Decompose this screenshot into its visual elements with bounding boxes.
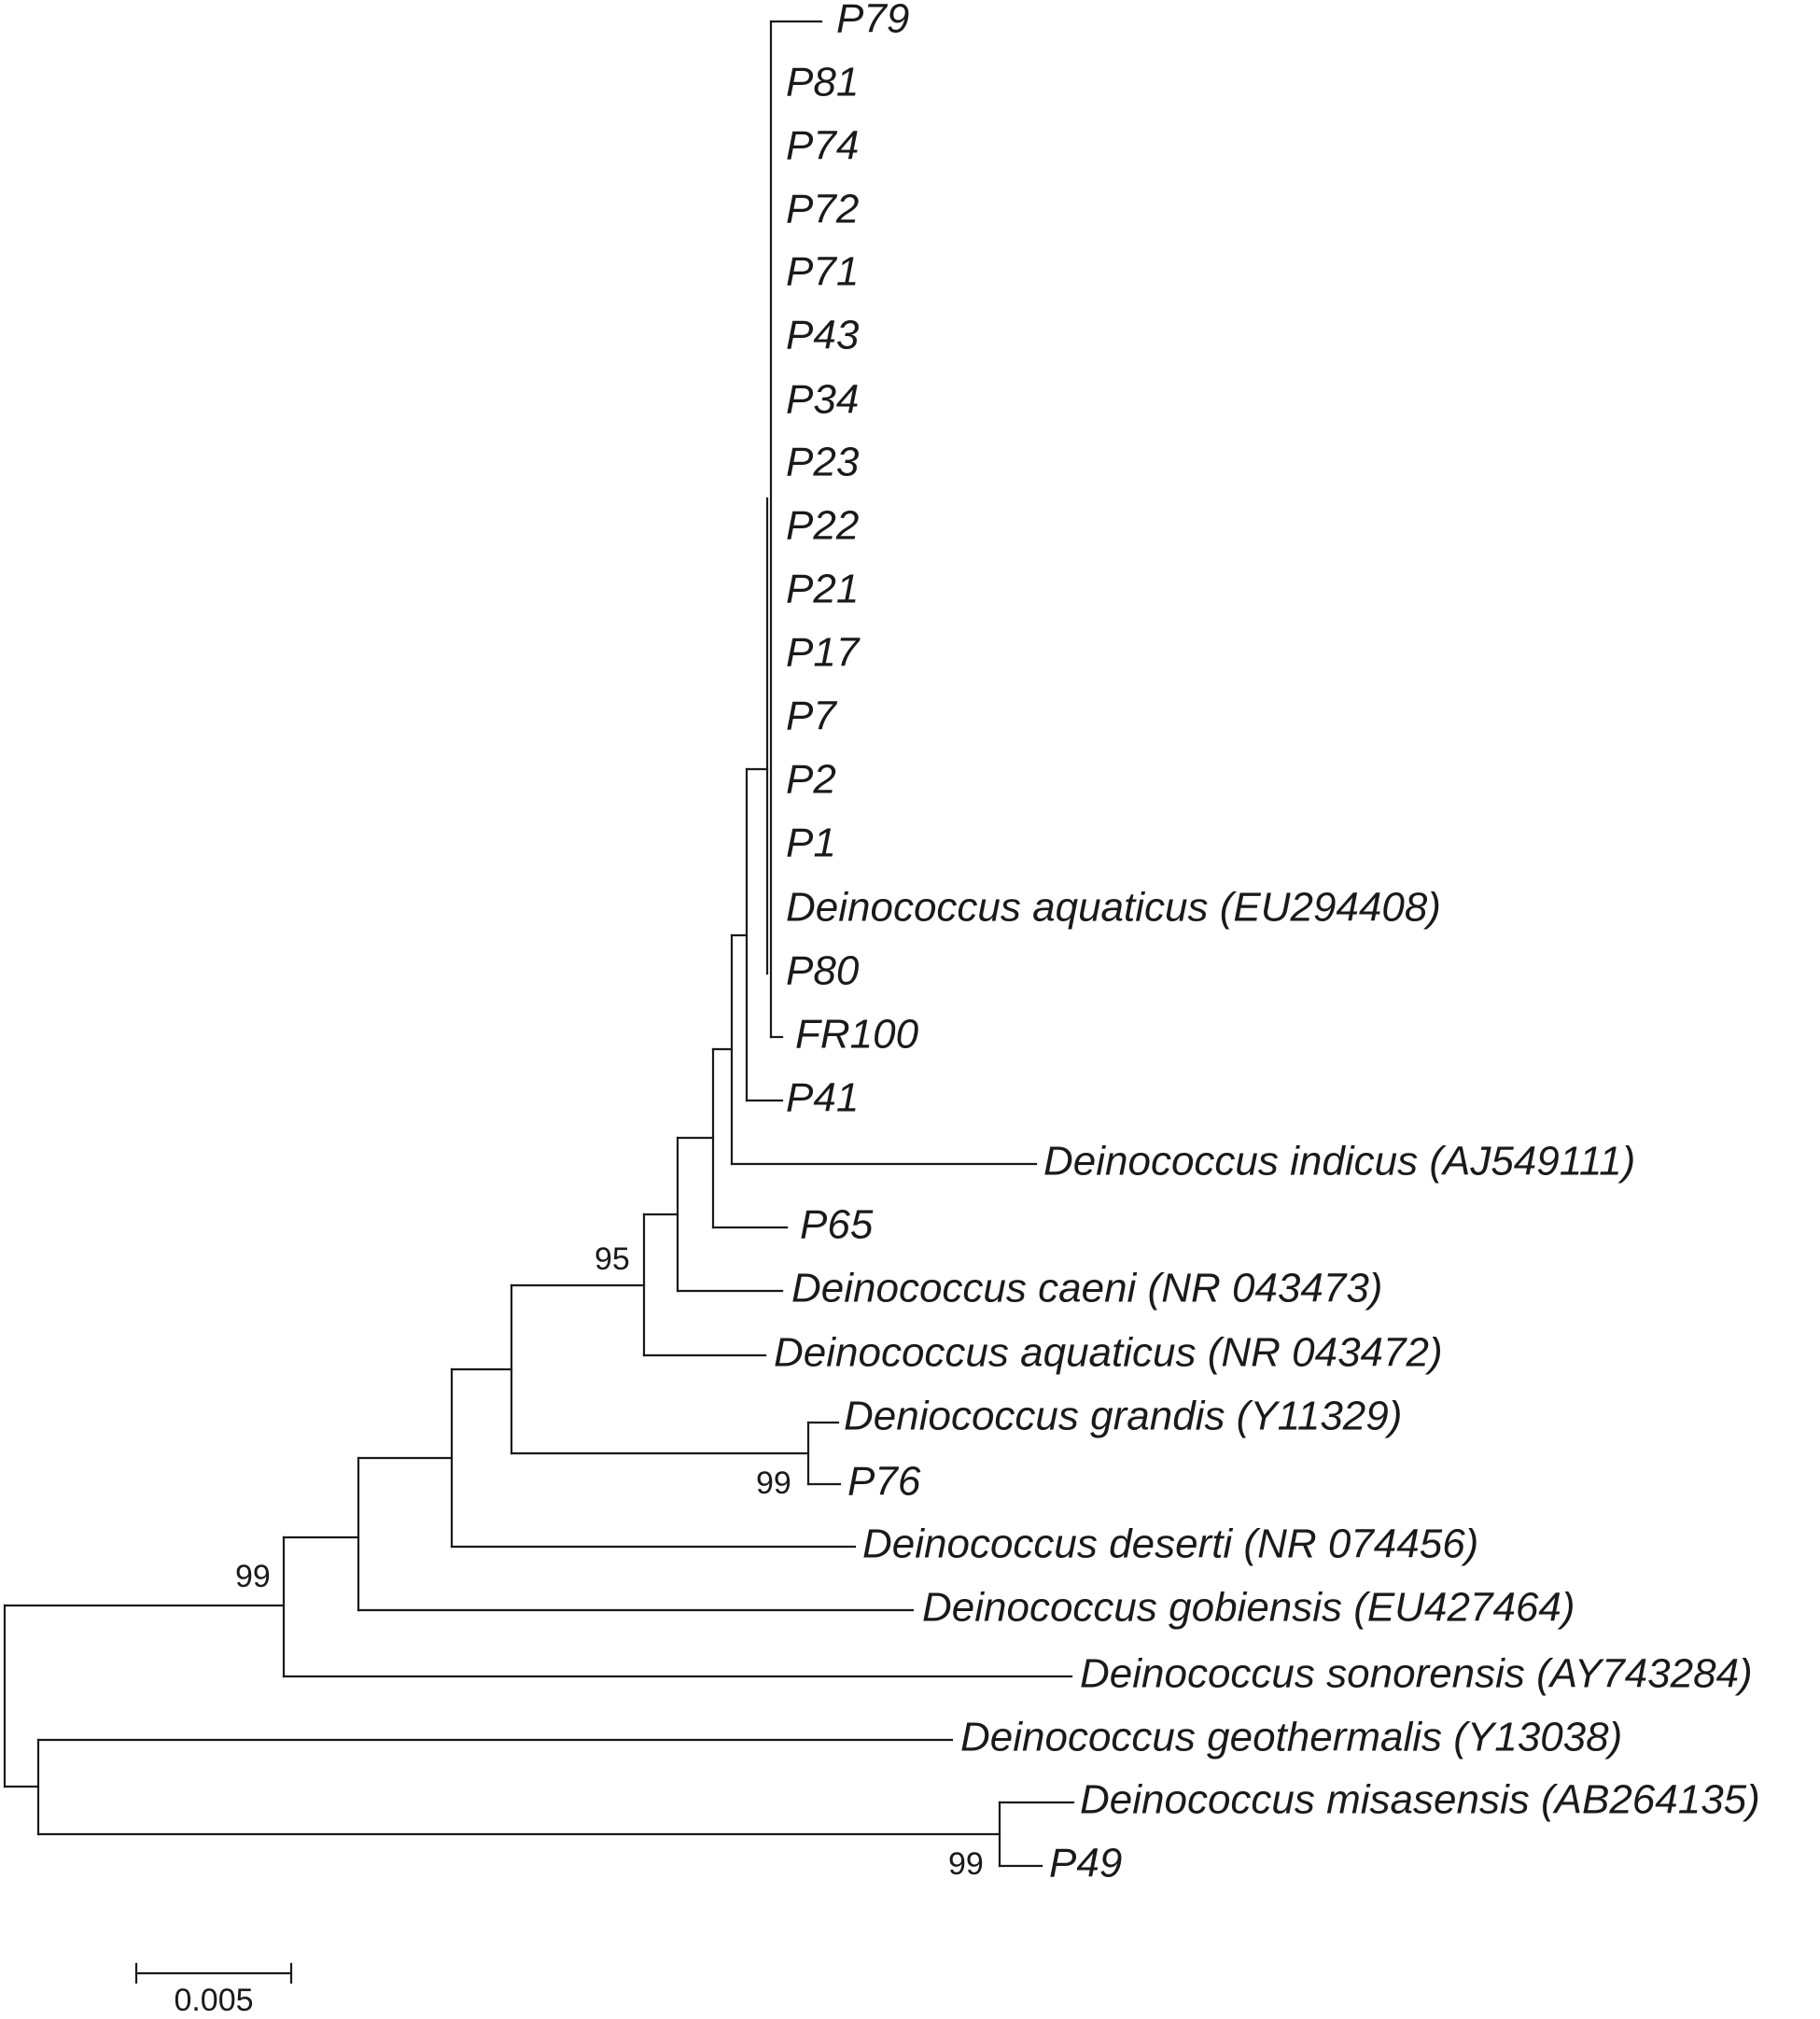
taxon-label-deinococcus-caeni: Deinococcus caeni (NR 043473) xyxy=(791,1266,1382,1311)
taxon-label-deinococcus-deserti: Deinococcus deserti (NR 074456) xyxy=(862,1521,1478,1567)
taxon-label-deniococcus-grandis: Deniococcus grandis (Y11329) xyxy=(844,1394,1402,1439)
bootstrap-value: 95 xyxy=(595,1241,630,1277)
bootstrap-values: 95 99 99 99 xyxy=(235,1241,984,1882)
taxon-label-p34: P34 xyxy=(786,377,859,423)
taxon-label-fr100: FR100 xyxy=(795,1012,919,1058)
taxon-label-p21: P21 xyxy=(786,567,859,612)
taxon-label-p71: P71 xyxy=(786,249,859,295)
taxon-label-p65: P65 xyxy=(800,1202,874,1248)
taxon-label-p74: P74 xyxy=(786,123,859,169)
taxon-label-p80: P80 xyxy=(786,948,860,994)
taxon-label-p72: P72 xyxy=(786,187,859,232)
taxon-label-p1: P1 xyxy=(786,820,836,866)
taxon-label-p2: P2 xyxy=(786,757,836,803)
taxon-label-deinococcus-sonorensis: Deinococcus sonorensis (AY743284) xyxy=(1080,1651,1753,1697)
taxon-label-p49: P49 xyxy=(1049,1841,1122,1886)
taxon-label-deinococcus-indicus: Deinococcus indicus (AJ549111) xyxy=(1043,1139,1635,1185)
bootstrap-value: 99 xyxy=(948,1846,984,1882)
taxon-label-p43: P43 xyxy=(786,313,860,358)
taxon-label-deinococcus-aquaticus-nr043472: Deinococcus aquaticus (NR 043472) xyxy=(774,1330,1443,1376)
taxon-label-p23: P23 xyxy=(786,440,860,485)
taxon-label-p76: P76 xyxy=(847,1459,921,1505)
taxon-label-p79: P79 xyxy=(836,0,909,42)
taxon-label-p22: P22 xyxy=(786,503,859,549)
scale-bar: 0.005 xyxy=(134,1962,293,2018)
bootstrap-value: 99 xyxy=(235,1559,271,1594)
taxon-label-deinococcus-gobiensis: Deinococcus gobiensis (EU427464) xyxy=(922,1585,1575,1631)
bootstrap-value: 99 xyxy=(756,1465,791,1501)
taxon-label-deinococcus-aquaticus-eu294408: Deinococcus aquaticus (EU294408) xyxy=(786,885,1441,931)
taxon-label-p17: P17 xyxy=(786,630,861,676)
taxon-label-p7: P7 xyxy=(786,694,837,739)
taxon-label-p81: P81 xyxy=(786,60,859,105)
taxon-label-deinococcus-geothermalis: Deinococcus geothermalis (Y13038) xyxy=(960,1715,1622,1760)
scale-bar-label: 0.005 xyxy=(174,1983,253,2018)
taxon-label-deinococcus-misasensis: Deinococcus misasensis (AB264135) xyxy=(1080,1777,1760,1823)
taxon-label-p41: P41 xyxy=(786,1075,859,1121)
taxon-labels: P79 P81 P74 P72 P71 P43 P34 P23 P22 P21 … xyxy=(774,0,1760,1886)
tree-branches xyxy=(3,20,1075,1868)
